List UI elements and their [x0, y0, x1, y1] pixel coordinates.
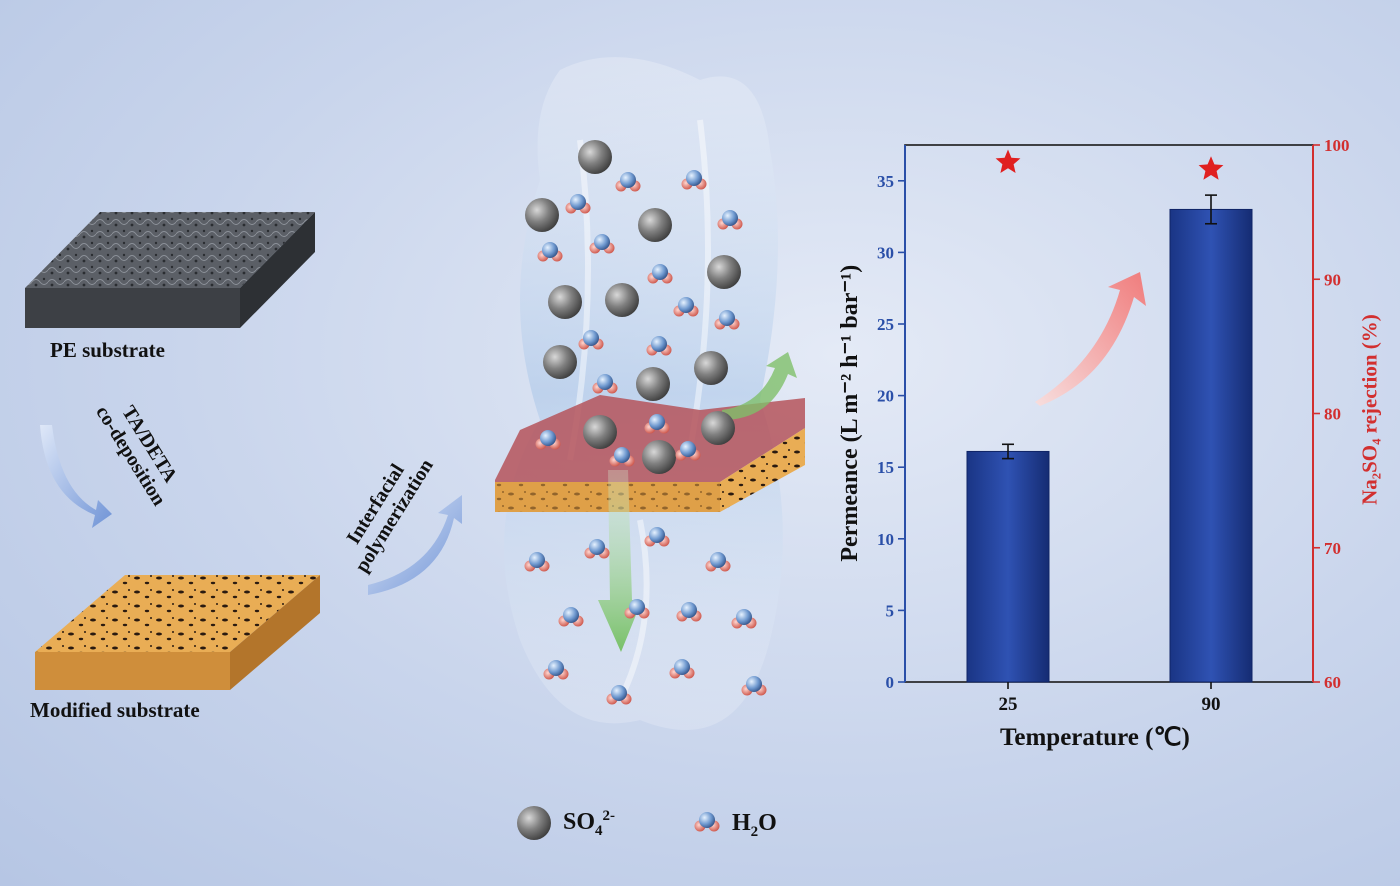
legend-water-icon [694, 812, 720, 832]
left-tick-label: 10 [877, 530, 894, 549]
water-molecule [578, 330, 604, 350]
water-molecule [669, 659, 695, 679]
legend-sulfate-sup: 2- [602, 808, 616, 824]
bar [966, 450, 1050, 683]
polymerization-arrow [368, 495, 462, 595]
water-molecule [565, 194, 591, 214]
water-molecules [524, 170, 767, 705]
legend-water-tail: O [758, 810, 777, 836]
left-tick-label: 15 [877, 458, 894, 477]
water-molecule [705, 552, 731, 572]
water-molecule [535, 430, 561, 450]
water-molecule [644, 527, 670, 547]
water-molecule [676, 602, 702, 622]
water-molecule [714, 310, 740, 330]
water-molecule [644, 414, 670, 434]
water-molecule [589, 234, 615, 254]
left-tick-label: 30 [877, 243, 894, 262]
modified-substrate-block [35, 575, 320, 690]
x-tick-label: 25 [999, 694, 1018, 715]
right-tick-label: 80 [1324, 405, 1341, 424]
water-molecule [615, 172, 641, 192]
water-molecule [558, 607, 584, 627]
left-tick-label: 0 [886, 673, 895, 692]
water-molecule [609, 447, 635, 467]
rejection-star [1198, 156, 1224, 180]
water-molecule [741, 676, 767, 696]
legend-water-text: H2O [732, 810, 777, 841]
right-tick-label: 70 [1324, 539, 1341, 558]
right-tick-label: 60 [1324, 673, 1341, 692]
water-molecule [647, 264, 673, 284]
pe-substrate-label: PE substrate [50, 338, 165, 362]
x-tick-label: 90 [1202, 694, 1221, 715]
chart-ylabel-right: Na₂SO₄ rejection (%) [1357, 314, 1382, 505]
water-molecule [524, 552, 550, 572]
water-molecule [624, 599, 650, 619]
left-tick-label: 20 [877, 387, 894, 406]
water-molecule [673, 297, 699, 317]
pe-substrate-block [25, 212, 315, 328]
water-molecule [584, 539, 610, 559]
right-tick-label: 90 [1324, 270, 1341, 289]
left-tick-label: 5 [886, 601, 895, 620]
chart-xlabel: Temperature (℃) [1000, 724, 1190, 751]
bar [1169, 208, 1253, 683]
sulfate-ions [525, 140, 741, 474]
water-molecule [646, 336, 672, 356]
legend-sulfate-text: SO42- [563, 808, 615, 840]
legend-sulfate-icon [517, 806, 551, 840]
left-tick-label: 35 [877, 172, 894, 191]
left-tick-label: 25 [877, 315, 894, 334]
modified-substrate-label: Modified substrate [30, 698, 200, 722]
reflect-arrow [722, 352, 797, 420]
legend-water-base: H [732, 810, 751, 836]
codeposition-arrow [40, 425, 112, 528]
water-molecule [681, 170, 707, 190]
water-molecule [592, 374, 618, 394]
water-molecule [717, 210, 743, 230]
legend-sulfate-base: SO [563, 809, 596, 835]
legend-water-sub: 2 [750, 823, 759, 840]
water-molecule [675, 441, 701, 461]
chart: 0 5 10 15 20 25 30 35 60 70 80 90 100 25 90 [877, 136, 1350, 715]
water-molecule [543, 660, 569, 680]
water-molecule [537, 242, 563, 262]
water-molecule [606, 685, 632, 705]
legend-water-molecule [694, 812, 720, 832]
increase-arrow [1035, 272, 1146, 406]
right-tick-label: 100 [1324, 136, 1350, 155]
legend-sulfate-sub: 4 [595, 822, 603, 839]
rejection-star [995, 149, 1021, 173]
water-molecule [731, 609, 757, 629]
chart-ylabel-left: Permeance (L m⁻² h⁻¹ bar⁻¹) [836, 264, 863, 562]
